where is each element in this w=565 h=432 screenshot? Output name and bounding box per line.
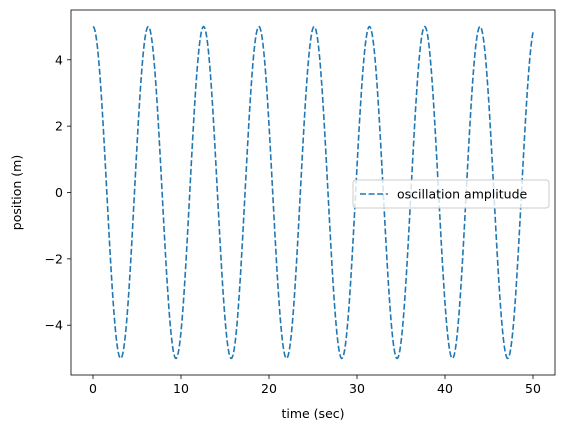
x-tick-label: 0 [89,381,97,396]
x-tick-label: 40 [437,381,453,396]
x-axis-label: time (sec) [281,406,344,421]
plot-lines [92,25,534,360]
series-line-0 [92,25,534,360]
x-tick-label: 20 [261,381,277,396]
legend: oscillation amplitude [352,179,550,209]
legend-entry-label: oscillation amplitude [397,187,528,202]
y-tick-label: −4 [45,318,63,333]
y-tick-label: 4 [55,52,63,67]
x-tick-label: 50 [525,381,541,396]
y-tick-label: −2 [45,251,63,266]
x-tick-label: 30 [349,381,365,396]
x-axis-ticks: 0 10 20 30 40 50 [89,375,541,396]
y-axis-ticks: −4 −2 0 2 4 [45,52,71,333]
y-tick-label: 2 [55,119,63,134]
y-axis-label: position (m) [9,155,24,230]
legend-box [352,179,550,209]
x-tick-label: 10 [173,381,189,396]
y-tick-label: 0 [55,185,63,200]
